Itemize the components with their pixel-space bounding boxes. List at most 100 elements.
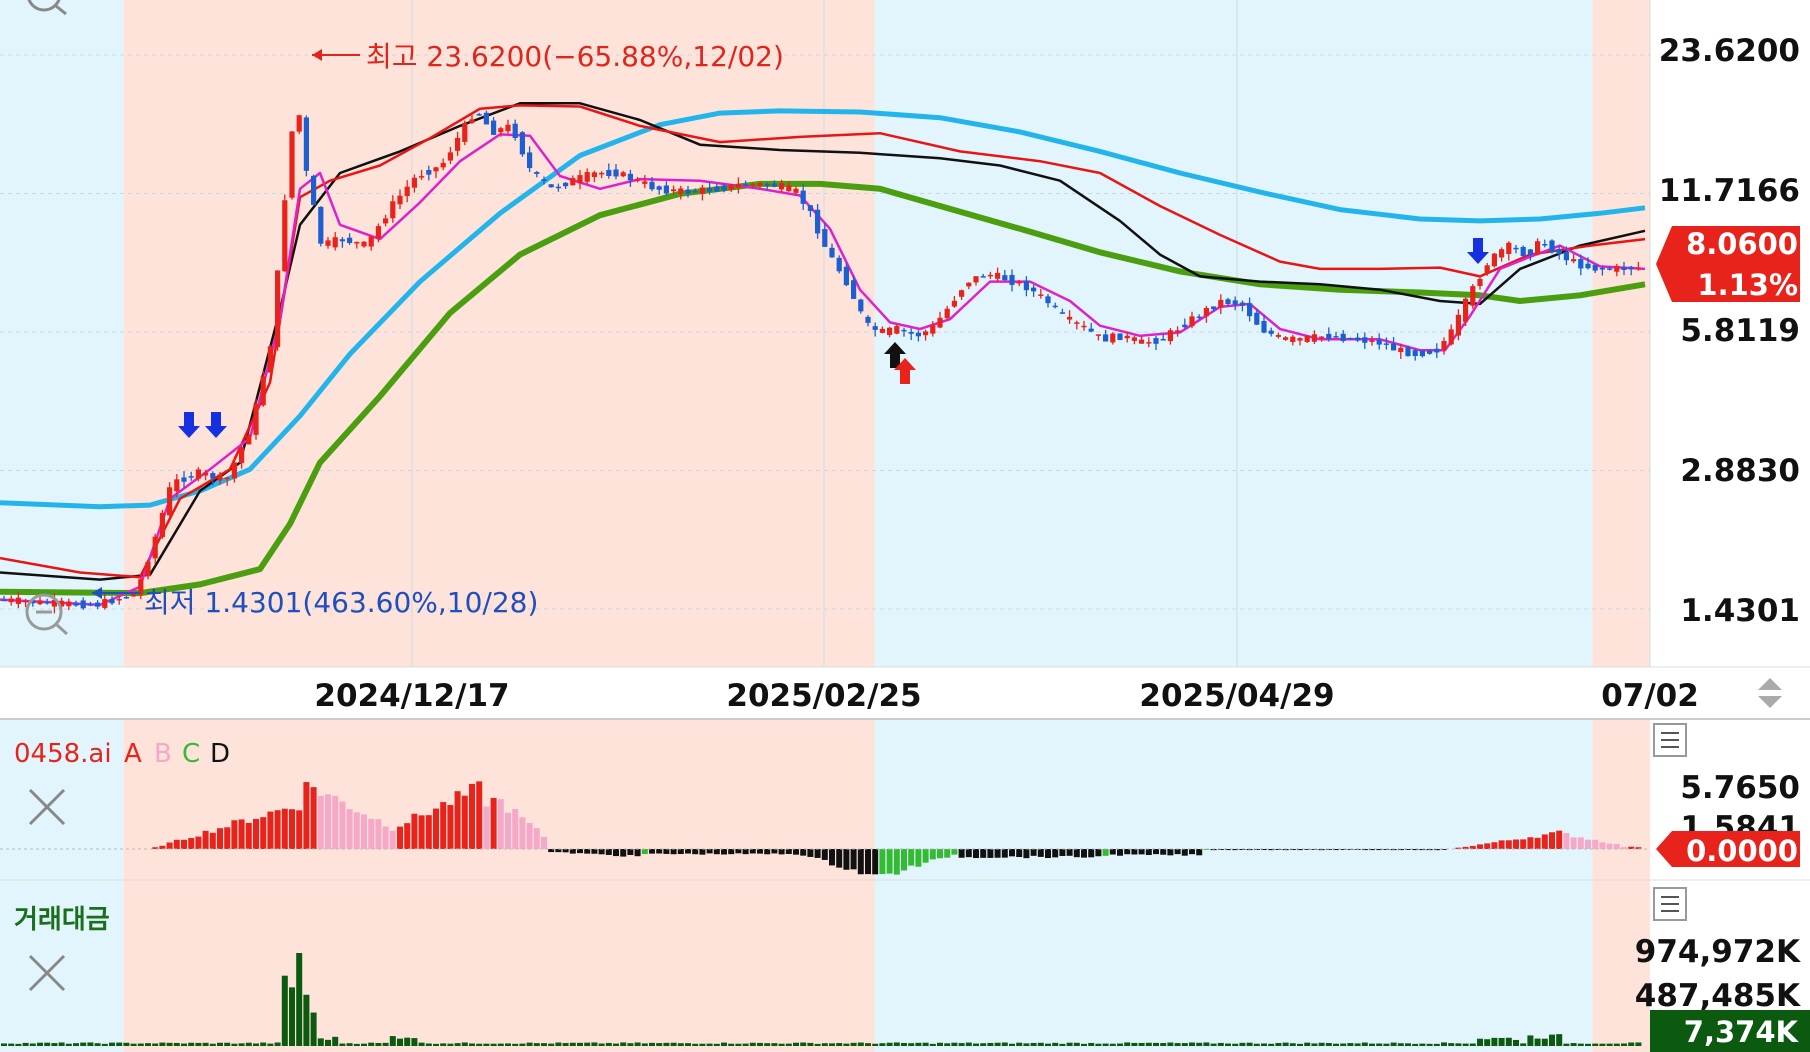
volume-bar-93 [670, 1042, 677, 1046]
region-3-1 [1592, 720, 1650, 880]
candle-body-9 [66, 601, 72, 607]
candle-body-27 [195, 469, 201, 479]
current-price-badge: 8.0600 1.13% [1656, 226, 1800, 302]
indicator-bar-134 [965, 849, 972, 858]
volume-bar-83 [598, 1043, 605, 1046]
indicator-bar-23 [166, 842, 173, 849]
indicator-bar-145 [1045, 849, 1051, 859]
region-2-1 [874, 720, 1593, 880]
zoom-out-icon[interactable] [25, 593, 69, 636]
candle-body-51 [368, 236, 374, 247]
indicator-bar-21 [152, 847, 159, 849]
candle-body-212 [1527, 249, 1533, 255]
candle-body-37 [267, 346, 273, 373]
indicator-bar-72 [519, 817, 526, 849]
volume-bar-61 [440, 1043, 447, 1046]
volume-bar-206 [1484, 1039, 1491, 1046]
candle-body-50 [361, 241, 367, 247]
volume-bar-89 [641, 1043, 648, 1046]
candle-body-167 [1203, 307, 1209, 317]
indicator-bar-98 [706, 849, 713, 854]
candle-body-169 [1218, 299, 1224, 308]
candle-body-187 [1347, 337, 1353, 340]
indicator-bar-65 [469, 783, 475, 849]
ma-black [0, 102, 1646, 581]
candle-body-48 [347, 237, 353, 243]
volume-bar-216 [1556, 1034, 1563, 1046]
volume-bar-69 [497, 1043, 504, 1046]
candle-body-166 [1196, 316, 1202, 319]
candle-body-211 [1520, 246, 1526, 257]
candle-body-180 [1297, 338, 1303, 341]
indicator-bar-71 [512, 809, 519, 849]
indicator-bar-59 [425, 815, 432, 849]
candle-body-222 [1599, 267, 1605, 270]
candle-body-8 [59, 600, 65, 607]
candle-body-82 [591, 172, 597, 178]
candle-body-165 [1189, 316, 1195, 327]
candle-body-63 [455, 137, 461, 151]
indicator-bar-166 [1196, 849, 1203, 856]
up-down-arrow-icon[interactable] [1758, 678, 1782, 708]
indicator-bar-63 [454, 791, 461, 849]
volume-bar-208 [1498, 1037, 1505, 1046]
indicator-bar-24 [173, 839, 180, 849]
indicator-bar-124 [893, 849, 900, 875]
volume-bar-211 [1520, 1043, 1527, 1046]
price-axis: 23.6200 11.7166 5.8119 2.8830 1.4301 [1659, 33, 1800, 629]
indicator-bar-119 [857, 849, 864, 875]
candle-body-85 [613, 169, 619, 177]
date-label-4: 07/02 [1601, 678, 1699, 714]
candle-body-170 [1225, 299, 1231, 304]
indicator-bar-102 [735, 849, 742, 854]
indicator-bar-53 [382, 826, 389, 849]
volume-bar-0 [1, 1043, 7, 1046]
volume-bar-218 [1570, 1043, 1577, 1046]
volume-bar-16 [116, 1042, 123, 1046]
candle-body-89 [642, 181, 648, 184]
volume-bar-201 [1448, 1043, 1455, 1046]
close-x-icon[interactable] [28, 954, 66, 992]
volume-bar-52 [375, 1043, 382, 1046]
candle-body-178 [1283, 337, 1289, 340]
candle-body-102 [735, 183, 741, 188]
indicator-bar-34 [245, 822, 252, 849]
volume-bar-199 [1433, 1043, 1440, 1046]
candle-body-72 [519, 132, 525, 155]
candle-body-217 [1563, 251, 1569, 261]
indicator-bar-150 [1081, 849, 1087, 858]
candle-body-152 [1095, 334, 1101, 336]
volume-bar-29 [209, 1043, 216, 1046]
volume-bar-6 [44, 1042, 51, 1046]
candle-body-67 [483, 112, 489, 125]
indicator-title: 0458.ai [14, 739, 112, 769]
indicator-bar-116 [836, 849, 843, 868]
candle-body-46 [332, 237, 338, 248]
candle-body-225 [1621, 267, 1627, 270]
signal-up-arrow-black [884, 342, 906, 368]
indicator-bar-157 [1131, 849, 1138, 855]
hamburger-menu-icon[interactable] [1653, 723, 1687, 757]
volume-bar-148 [1066, 1042, 1073, 1046]
candle-body-148 [1067, 316, 1073, 320]
candle-body-17 [123, 596, 129, 599]
candle-body-97 [699, 187, 705, 194]
volume-bar-27 [195, 1042, 202, 1046]
volume-bar-25 [181, 1043, 187, 1046]
candle-body-144 [1038, 294, 1044, 296]
volume-bar-172 [1239, 1042, 1246, 1046]
hamburger-menu-icon[interactable] [1653, 887, 1687, 921]
close-x-icon[interactable] [28, 788, 66, 826]
volume-bar-123 [886, 1042, 893, 1046]
indicator-bar-185 [1333, 849, 1339, 851]
volume-bar-177 [1275, 1042, 1282, 1046]
candle-body-57 [411, 177, 417, 188]
volume-bar-164 [1181, 1043, 1188, 1046]
zoom-in-icon[interactable] [27, 0, 67, 16]
candle-body-224 [1614, 265, 1620, 272]
indicator-bar-203 [1462, 846, 1469, 849]
indicator-bar-115 [829, 849, 835, 866]
candle-body-195 [1405, 347, 1411, 357]
